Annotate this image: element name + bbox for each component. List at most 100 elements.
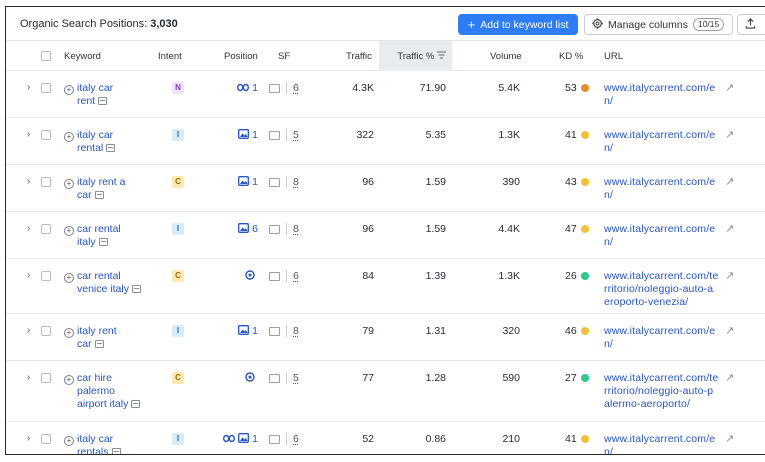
- row-checkbox[interactable]: [41, 224, 51, 234]
- serp-features-cell[interactable]: 8: [269, 325, 299, 337]
- add-keyword-icon[interactable]: +: [64, 85, 74, 95]
- serp-features-cell[interactable]: 8: [269, 223, 299, 235]
- row-checkbox[interactable]: [41, 271, 51, 281]
- traffic-pct-value: 1.31: [425, 325, 446, 337]
- external-link-icon[interactable]: ↗: [725, 82, 735, 94]
- ranking-url-link[interactable]: www.italycarrent.com/e n/: [604, 325, 716, 350]
- serp-feature-icon: [269, 373, 280, 383]
- intent-badge: I: [172, 129, 184, 141]
- image-icon: [238, 325, 250, 339]
- serp-features-cell[interactable]: 6: [269, 82, 299, 94]
- column-header-traffic[interactable]: Traffic: [346, 51, 372, 62]
- organic-positions-panel: Organic Search Positions: 3,030 + Add to…: [5, 6, 765, 455]
- add-keyword-icon[interactable]: +: [64, 132, 74, 142]
- keyword-link[interactable]: + italy rent a car: [64, 176, 156, 202]
- row-checkbox[interactable]: [41, 83, 51, 93]
- kd-cell: 46: [565, 325, 589, 337]
- serp-snapshot-icon[interactable]: [94, 191, 104, 199]
- volume-value[interactable]: 4.4K: [498, 223, 520, 235]
- keyword-link[interactable]: + italy rent car: [64, 325, 156, 351]
- serp-features-cell[interactable]: 5: [269, 129, 299, 141]
- ranking-url-link[interactable]: www.italycarrent.com/e n/: [604, 82, 716, 107]
- serp-features-cell[interactable]: 6: [269, 270, 299, 282]
- add-to-keyword-list-button[interactable]: + Add to keyword list: [458, 14, 578, 35]
- volume-value[interactable]: 320: [502, 325, 520, 337]
- position-cell: 1: [206, 129, 258, 143]
- external-link-icon[interactable]: ↗: [725, 325, 735, 337]
- volume-value[interactable]: 1.3K: [498, 270, 520, 282]
- expand-row-chevron-icon[interactable]: ›: [27, 129, 31, 140]
- row-checkbox[interactable]: [41, 373, 51, 383]
- serp-snapshot-icon[interactable]: [98, 97, 108, 105]
- serp-snapshot-icon[interactable]: [106, 144, 116, 152]
- table-row: › + italy rent a car C 1 8 96 1.59 390 43 www.italy…: [6, 165, 765, 212]
- keyword-link[interactable]: + car rental venice italy: [64, 270, 156, 296]
- ranking-url-link[interactable]: www.italycarrent.com/e n/: [604, 223, 716, 248]
- manage-columns-button[interactable]: Manage columns 10/15: [584, 14, 733, 35]
- keyword-link[interactable]: + italy car rental: [64, 129, 156, 155]
- expand-row-chevron-icon[interactable]: ›: [27, 82, 31, 93]
- row-checkbox[interactable]: [41, 177, 51, 187]
- ranking-url-link[interactable]: www.italycarrent.com/te rritorio/noleggio…: [604, 270, 719, 308]
- column-header-volume[interactable]: Volume: [490, 51, 522, 62]
- row-checkbox[interactable]: [41, 434, 51, 444]
- kd-difficulty-dot: [580, 327, 589, 335]
- volume-value[interactable]: 5.4K: [498, 82, 520, 94]
- traffic-value: 84: [362, 270, 374, 282]
- expand-row-chevron-icon[interactable]: ›: [27, 176, 31, 187]
- serp-snapshot-icon[interactable]: [131, 285, 141, 293]
- column-header-kd[interactable]: KD %: [559, 51, 584, 62]
- external-link-icon[interactable]: ↗: [725, 223, 735, 235]
- column-header-keyword[interactable]: Keyword: [64, 51, 101, 62]
- column-header-sf[interactable]: SF: [278, 51, 291, 62]
- serp-features-cell[interactable]: 6: [269, 433, 299, 445]
- keyword-link[interactable]: + italy car rentals: [64, 433, 156, 454]
- row-checkbox[interactable]: [41, 130, 51, 140]
- add-keyword-icon[interactable]: +: [64, 226, 74, 236]
- add-keyword-icon[interactable]: +: [64, 328, 74, 338]
- serp-snapshot-icon[interactable]: [98, 238, 108, 246]
- plus-icon: +: [467, 17, 476, 32]
- external-link-icon[interactable]: ↗: [725, 176, 735, 188]
- expand-row-chevron-icon[interactable]: ›: [27, 223, 31, 234]
- keyword-link[interactable]: + car hire palermo airport italy: [64, 372, 156, 411]
- add-keyword-icon[interactable]: +: [64, 273, 74, 283]
- column-header-position[interactable]: Position: [224, 51, 258, 62]
- row-checkbox[interactable]: [41, 326, 51, 336]
- serp-features-cell[interactable]: 8: [269, 176, 299, 188]
- expand-row-chevron-icon[interactable]: ›: [27, 433, 31, 444]
- add-keyword-icon[interactable]: +: [64, 375, 74, 385]
- volume-value[interactable]: 210: [502, 433, 520, 445]
- expand-row-chevron-icon[interactable]: ›: [27, 372, 31, 383]
- table-toolbar: Organic Search Positions: 3,030 + Add to…: [6, 7, 765, 41]
- serp-snapshot-icon[interactable]: [111, 448, 121, 454]
- select-all-checkbox[interactable]: [41, 51, 51, 61]
- ranking-url-link[interactable]: www.italycarrent.com/e n/: [604, 176, 716, 201]
- serp-snapshot-icon[interactable]: [131, 400, 141, 408]
- ranking-url-link[interactable]: www.italycarrent.com/te rritorio/noleggio…: [604, 372, 719, 410]
- external-link-icon[interactable]: ↗: [725, 270, 735, 282]
- column-header-intent[interactable]: Intent: [158, 51, 182, 62]
- keyword-link[interactable]: + italy car rent: [64, 82, 156, 108]
- expand-row-chevron-icon[interactable]: ›: [27, 270, 31, 281]
- add-keyword-icon[interactable]: +: [64, 179, 74, 189]
- divider: [286, 129, 287, 141]
- volume-value[interactable]: 590: [502, 372, 520, 384]
- export-button[interactable]: [737, 14, 765, 35]
- volume-value[interactable]: 1.3K: [498, 129, 520, 141]
- external-link-icon[interactable]: ↗: [725, 433, 735, 445]
- serp-snapshot-icon[interactable]: [94, 340, 104, 348]
- ranking-url-link[interactable]: www.italycarrent.com/e n/: [604, 433, 716, 455]
- external-link-icon[interactable]: ↗: [725, 372, 735, 384]
- keyword-link[interactable]: + car rental italy: [64, 223, 156, 249]
- add-keyword-icon[interactable]: +: [64, 436, 74, 446]
- divider: [286, 325, 287, 337]
- traffic-value: 77: [362, 372, 374, 384]
- column-header-traffic-pct[interactable]: Traffic %: [379, 41, 452, 71]
- expand-row-chevron-icon[interactable]: ›: [27, 325, 31, 336]
- serp-features-cell[interactable]: 5: [269, 372, 299, 384]
- column-header-url[interactable]: URL: [604, 51, 624, 62]
- external-link-icon[interactable]: ↗: [725, 129, 735, 141]
- ranking-url-link[interactable]: www.italycarrent.com/e n/: [604, 129, 716, 154]
- volume-value[interactable]: 390: [502, 176, 520, 188]
